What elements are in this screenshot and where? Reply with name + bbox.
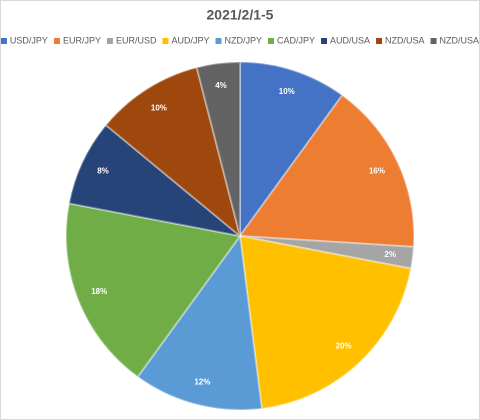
legend-label: EUR/JPY xyxy=(63,35,101,45)
legend-swatch xyxy=(430,38,437,44)
legend-swatch xyxy=(162,38,169,44)
legend-swatch xyxy=(53,38,60,44)
legend-swatch xyxy=(268,38,275,44)
pie-slice xyxy=(238,234,413,410)
data-label: 20% xyxy=(336,341,352,350)
pie-slice xyxy=(195,60,241,237)
data-label: 2% xyxy=(384,250,396,259)
data-label: 18% xyxy=(91,287,107,296)
legend-label: AUD/USA xyxy=(330,35,370,45)
data-label: 8% xyxy=(97,167,109,176)
data-label: 12% xyxy=(194,378,210,387)
pie-slice xyxy=(104,66,242,239)
pie-slice xyxy=(65,202,242,379)
pie-slice xyxy=(67,123,241,237)
pie-slice xyxy=(238,93,415,248)
legend-swatch xyxy=(215,38,222,44)
data-label: 4% xyxy=(215,81,227,90)
data-label: 16% xyxy=(369,167,385,176)
legend-label: USD/JPY xyxy=(10,35,48,45)
legend-label: NZD/USA xyxy=(440,35,480,45)
legend-label: EUR/USD xyxy=(116,35,157,45)
data-label: 10% xyxy=(151,103,167,112)
legend-label: AUD/JPY xyxy=(171,35,209,45)
legend-label: NZD/USA xyxy=(385,35,425,45)
legend-swatch xyxy=(0,38,7,44)
legend-swatch xyxy=(321,38,328,44)
chart-title: 2021/2/1-5 xyxy=(207,7,274,23)
data-label: 10% xyxy=(279,87,295,96)
pie-slice xyxy=(239,235,415,270)
pie-slice xyxy=(239,60,344,240)
legend-label: NZD/JPY xyxy=(224,35,262,45)
legend-label: CAD/JPY xyxy=(277,35,315,45)
pie-slice xyxy=(136,233,263,411)
legend-swatch xyxy=(376,38,383,44)
legend-swatch xyxy=(106,38,113,44)
